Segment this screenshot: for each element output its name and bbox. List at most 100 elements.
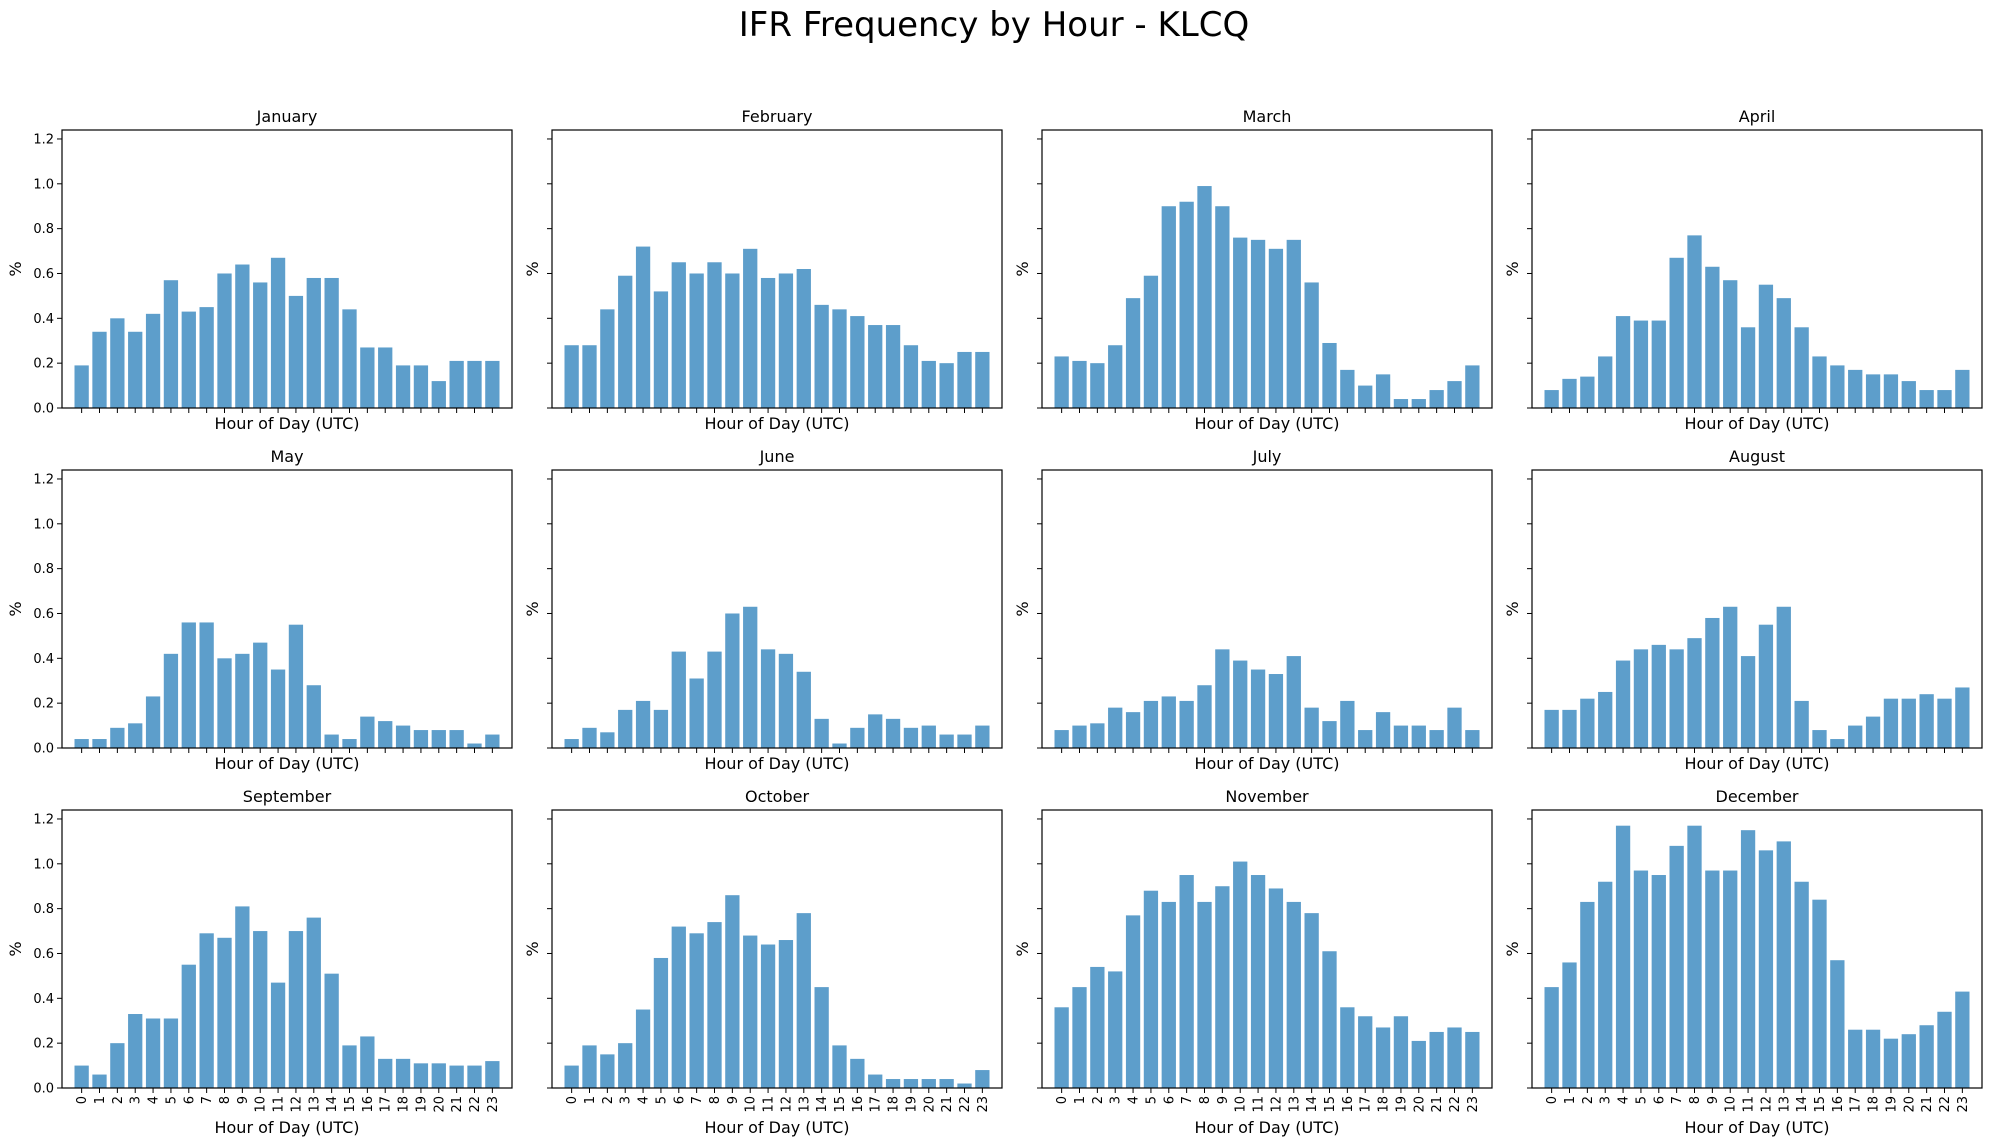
x-tick-label: 16: [1341, 1096, 1356, 1113]
x-tick-label: 23: [1466, 1096, 1481, 1113]
axes-frame: [1531, 129, 1983, 409]
bar-july-15: [1322, 721, 1337, 748]
bar-december-21: [1919, 1025, 1934, 1088]
bar-february-18: [885, 325, 901, 408]
y-axis-label: %: [6, 601, 25, 616]
bar-january-14: [324, 277, 339, 408]
bar-april-0: [1544, 390, 1559, 408]
bar-march-15: [1322, 342, 1337, 408]
bar-october-13: [796, 913, 811, 1088]
bar-april-3: [1598, 356, 1613, 408]
bar-january-5: [163, 280, 179, 408]
bar-december-6: [1651, 875, 1666, 1088]
bar-october-2: [600, 1054, 615, 1088]
bar-november-6: [1161, 901, 1176, 1088]
x-axis-label: Hour of Day (UTC): [1684, 1118, 1829, 1137]
bar-april-7: [1669, 257, 1684, 408]
bar-september-9: [235, 906, 250, 1088]
bar-january-23: [485, 360, 500, 408]
bar-october-20: [921, 1079, 936, 1088]
bar-january-12: [288, 295, 304, 408]
y-axis-label: %: [523, 941, 542, 956]
x-tick-label: 3: [129, 1096, 144, 1104]
bar-march-11: [1250, 239, 1266, 408]
bar-october-19: [903, 1079, 919, 1088]
bar-february-23: [975, 351, 990, 408]
x-tick-label: 10: [1234, 1096, 1249, 1113]
x-tick-label: 5: [164, 1096, 179, 1104]
x-tick-label: 0: [1055, 1096, 1070, 1104]
bar-october-23: [975, 1070, 990, 1088]
x-tick-label: 22: [958, 1096, 973, 1113]
bar-may-3: [128, 723, 143, 748]
bar-may-16: [360, 716, 375, 748]
bar-june-12: [778, 653, 794, 748]
bar-january-20: [431, 381, 446, 408]
x-tick-label: 13: [1777, 1096, 1792, 1113]
bar-november-23: [1465, 1031, 1480, 1088]
bar-august-2: [1580, 698, 1595, 748]
bar-september-15: [342, 1045, 357, 1088]
x-tick-label: 21: [940, 1096, 955, 1113]
bar-march-10: [1233, 237, 1248, 408]
bar-august-19: [1883, 698, 1899, 748]
x-tick-label: 10: [1724, 1096, 1739, 1113]
bar-august-7: [1669, 649, 1684, 748]
bar-march-0: [1054, 356, 1069, 408]
bar-march-22: [1447, 381, 1462, 408]
bar-june-19: [903, 727, 919, 748]
x-tick-label: 17: [1359, 1096, 1374, 1113]
axes-frame: [1041, 809, 1493, 1089]
x-tick-label: 1: [1073, 1096, 1088, 1104]
bar-december-4: [1615, 825, 1631, 1088]
bar-july-11: [1250, 669, 1266, 748]
x-axis-label: Hour of Day (UTC): [1194, 1118, 1339, 1137]
y-axis-label: %: [6, 261, 25, 276]
x-tick-label: 18: [397, 1096, 412, 1113]
bar-april-8: [1687, 235, 1702, 408]
x-axis-label: Hour of Day (UTC): [1684, 414, 1829, 433]
bar-december-8: [1687, 825, 1702, 1088]
bar-june-21: [939, 734, 954, 748]
x-tick-label: 13: [797, 1096, 812, 1113]
y-tick-label: 0.4: [33, 652, 54, 667]
x-tick-label: 21: [1920, 1096, 1935, 1113]
bar-february-11: [760, 277, 776, 408]
x-tick-label: 8: [1198, 1096, 1213, 1104]
bar-october-16: [850, 1058, 865, 1088]
bar-july-16: [1340, 700, 1355, 748]
bar-september-2: [110, 1043, 125, 1088]
x-tick-label: 1: [583, 1096, 598, 1104]
bar-april-23: [1955, 369, 1970, 408]
bar-august-11: [1740, 656, 1756, 748]
bar-may-8: [217, 658, 232, 748]
bar-june-17: [868, 714, 883, 748]
bar-november-4: [1125, 915, 1141, 1088]
bar-may-20: [431, 730, 446, 748]
y-tick-label: 0.2: [33, 1037, 54, 1052]
bar-may-7: [199, 622, 214, 748]
bar-january-0: [74, 365, 89, 408]
panel-march: March Hour of Day (UTC)%: [1013, 107, 1493, 433]
bar-march-16: [1340, 369, 1355, 408]
bar-july-17: [1358, 730, 1373, 748]
x-tick-label: 6: [1652, 1096, 1667, 1104]
bar-november-17: [1358, 1016, 1373, 1088]
bar-august-22: [1937, 698, 1952, 748]
bar-july-9: [1215, 649, 1230, 748]
bar-november-21: [1429, 1031, 1444, 1088]
bar-february-12: [778, 273, 794, 408]
bar-november-0: [1054, 1007, 1069, 1088]
bar-december-9: [1705, 870, 1720, 1088]
bar-july-18: [1375, 712, 1391, 748]
bar-may-4: [145, 696, 161, 748]
bar-july-2: [1090, 723, 1105, 748]
x-tick-label: 9: [1216, 1096, 1231, 1104]
bar-december-14: [1794, 881, 1809, 1088]
axes-frame: [1041, 129, 1493, 409]
x-tick-label: 23: [1956, 1096, 1971, 1113]
y-tick-label: 0.8: [33, 222, 54, 237]
bar-april-2: [1580, 376, 1595, 408]
